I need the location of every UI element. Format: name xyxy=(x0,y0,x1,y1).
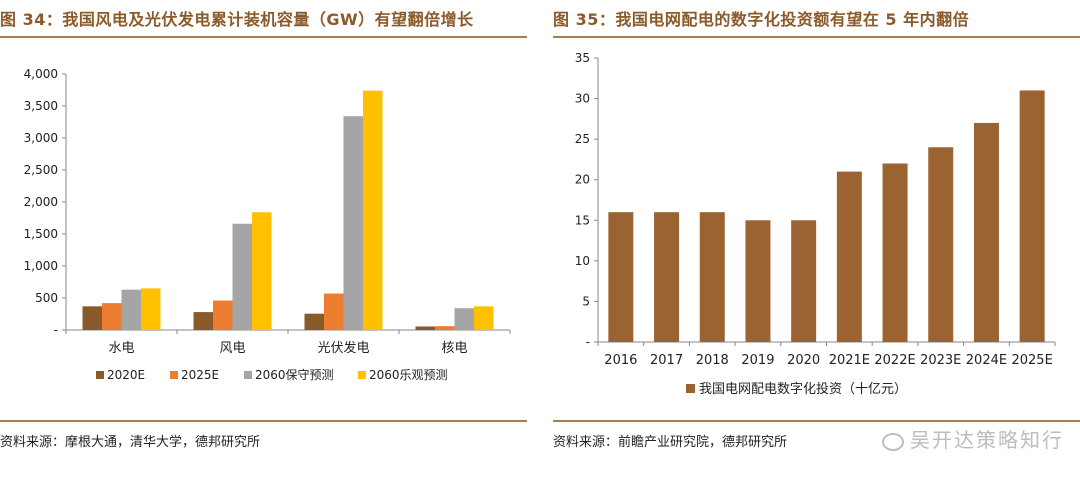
right-category-label: 2020 xyxy=(787,353,820,368)
left-y-tick-label: 500 xyxy=(35,291,58,305)
left-bar xyxy=(141,288,161,330)
right-y-tick-label: 30 xyxy=(575,92,590,106)
right-category-label: 2017 xyxy=(650,353,683,368)
right-figure-panel: 图 35：我国电网配电的数字化投资额有望在 5 年内翻倍 - 5 10 15 20 25 3… xyxy=(553,0,1080,489)
right-y-tick-label: 10 xyxy=(575,254,590,268)
left-source-rule xyxy=(0,420,527,422)
right-bar xyxy=(608,212,634,342)
right-legend-swatch xyxy=(686,384,695,393)
right-category-label: 2018 xyxy=(696,353,729,368)
left-category-label: 核电 xyxy=(441,341,467,356)
left-figure-title: 图 34：我国风电及光伏发电累计装机容量（GW）有望翻倍增长 xyxy=(0,10,474,29)
left-bar xyxy=(304,313,324,330)
left-title-rule xyxy=(0,36,527,38)
right-category-label: 2023E xyxy=(920,353,961,368)
right-y-tick-label: 15 xyxy=(575,213,590,227)
left-category-label: 水电 xyxy=(108,341,134,356)
right-bar xyxy=(836,171,862,342)
left-y-tick-label: 1,500 xyxy=(24,227,58,241)
left-y-tick-label: - xyxy=(54,323,58,337)
right-bar xyxy=(882,163,908,342)
right-legend-label: 我国电网配电数字化投资（十亿元） xyxy=(699,381,907,397)
left-bar xyxy=(454,308,474,330)
right-title-rule xyxy=(553,36,1080,38)
left-bar xyxy=(435,326,455,330)
left-bar xyxy=(363,90,383,330)
right-source-rule xyxy=(553,420,1080,422)
left-bar xyxy=(415,326,435,330)
left-legend-swatch xyxy=(358,371,366,379)
left-bar xyxy=(474,306,494,330)
watermark: 吴开达策略知行 xyxy=(882,424,1064,453)
right-category-label: 2022E xyxy=(874,353,915,368)
left-legend-label: 2020E xyxy=(107,368,145,382)
left-source-note: 资料来源：摩根大通，清华大学，德邦研究所 xyxy=(0,435,261,450)
left-bar xyxy=(82,306,102,330)
left-y-tick-label: 2,500 xyxy=(24,163,58,177)
right-bar xyxy=(928,147,954,342)
right-bar xyxy=(1019,90,1045,342)
left-y-tick-label: 3,500 xyxy=(24,99,58,113)
right-bar xyxy=(973,122,999,343)
left-bar xyxy=(121,289,141,330)
left-legend-label: 2025E xyxy=(181,368,219,382)
left-bar xyxy=(213,300,233,330)
right-bar-chart: - 5 10 15 20 25 30 35 2016 2017 2018 2019 2020 2021E 2… xyxy=(575,51,1056,397)
left-bar xyxy=(193,312,213,330)
left-legend-label: 2060保守预测 xyxy=(255,368,334,382)
right-category-label: 2016 xyxy=(604,353,637,368)
right-y-tick-label: 20 xyxy=(575,173,590,187)
right-category-label: 2025E xyxy=(1011,353,1052,368)
right-y-tick-label: - xyxy=(586,335,590,349)
left-bar xyxy=(102,303,122,330)
left-bar xyxy=(232,223,252,330)
left-y-tick-label: 4,000 xyxy=(24,67,58,81)
left-figure-panel: 图 34：我国风电及光伏发电累计装机容量（GW）有望翻倍增长 - 500 1,000… xyxy=(0,0,527,489)
left-category-label: 光伏发电 xyxy=(317,340,369,356)
left-bar xyxy=(324,293,344,330)
right-y-tick-label: 5 xyxy=(582,294,590,308)
wechat-icon xyxy=(882,432,904,451)
left-y-tick-label: 1,000 xyxy=(24,259,58,273)
right-source-note: 资料来源：前瞻产业研究院，德邦研究所 xyxy=(553,435,788,450)
right-figure-title: 图 35：我国电网配电的数字化投资额有望在 5 年内翻倍 xyxy=(553,10,970,29)
left-bar xyxy=(343,116,363,331)
left-legend-label: 2060乐观预测 xyxy=(369,368,448,382)
left-legend-swatch xyxy=(170,371,178,379)
right-bar xyxy=(699,212,725,342)
left-bar-chart: - 500 1,000 1,500 2,000 2,500 3,000 3,500 4,000 水… xyxy=(24,67,511,382)
right-category-label: 2024E xyxy=(966,353,1007,368)
right-bar xyxy=(745,220,771,342)
right-y-tick-label: 25 xyxy=(575,132,590,146)
right-category-label: 2019 xyxy=(741,353,774,368)
watermark-text: 吴开达策略知行 xyxy=(910,428,1064,452)
left-y-tick-label: 3,000 xyxy=(24,131,58,145)
right-y-tick-label: 35 xyxy=(575,51,590,65)
right-bar xyxy=(791,220,817,342)
left-category-label: 风电 xyxy=(219,341,245,356)
left-legend-swatch xyxy=(244,371,252,379)
left-legend-swatch xyxy=(96,371,104,379)
right-category-label: 2021E xyxy=(829,353,870,368)
left-y-tick-label: 2,000 xyxy=(24,195,58,209)
left-bar xyxy=(252,212,272,330)
right-bar xyxy=(654,212,680,342)
